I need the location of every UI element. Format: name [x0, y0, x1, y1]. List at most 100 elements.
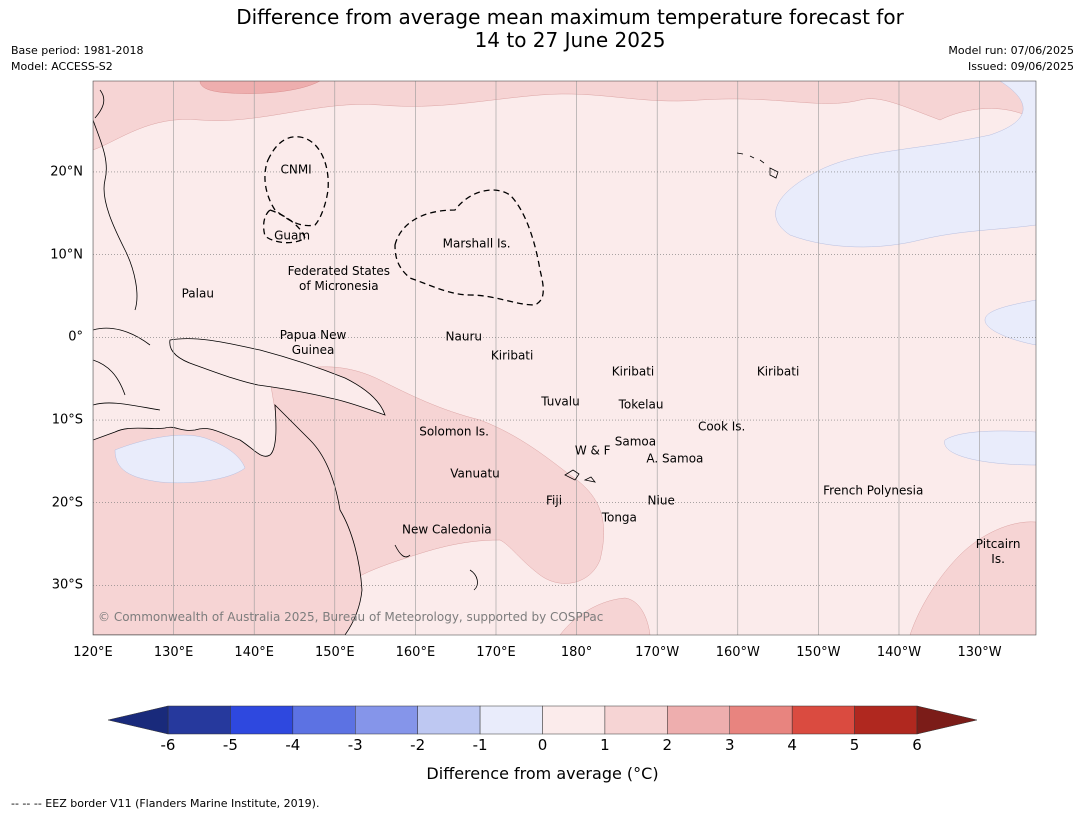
region-label: Tuvalu: [541, 394, 580, 409]
colorbar: [107, 705, 978, 735]
eez-marshall: [394, 189, 544, 306]
copyright-notice: © Commonwealth of Australia 2025, Bureau…: [98, 610, 604, 624]
region-label: New Caledonia: [401, 522, 492, 537]
region-label: Tonga: [601, 510, 637, 525]
latitude-label: 30°S: [51, 577, 83, 593]
region-label: Pitcairn Is.: [975, 537, 1021, 567]
colorbar-tick-label: -5: [222, 736, 238, 754]
title-line-2: 14 to 27 June 2025: [474, 28, 666, 52]
meta-left: Base period: 1981-2018 Model: ACCESS-S2: [11, 43, 143, 75]
longitude-label: 160°W: [715, 645, 760, 660]
colorbar-segment: [292, 705, 356, 735]
map-title: Difference from average mean maximum tem…: [0, 6, 1085, 52]
colorbar-segment: [729, 705, 793, 735]
latitude-label: 20°N: [50, 164, 83, 180]
base-period: Base period: 1981-2018: [11, 44, 144, 57]
colorbar-segment: [230, 705, 294, 735]
colorbar-low-extend: [107, 705, 169, 735]
region-label: Kiribati: [756, 364, 800, 379]
anomaly-zone-northeast-cool: [775, 81, 1036, 248]
region-label: Nauru: [445, 329, 482, 344]
map-area: [93, 81, 1036, 635]
colorbar-title: Difference from average (°C): [426, 764, 659, 783]
longitude-label: 140°E: [234, 645, 274, 660]
colorbar-segment: [417, 705, 481, 735]
region-label: Vanuatu: [450, 466, 500, 481]
longitude-label: 150°E: [315, 645, 355, 660]
region-label: Samoa: [614, 434, 657, 449]
longitude-label: 140°W: [876, 645, 922, 660]
region-label: Kiribati: [490, 348, 534, 363]
anomaly-zone-east-cool: [984, 299, 1036, 346]
anomaly-zone-top-left: [199, 81, 321, 94]
colorbar-tick-label: 2: [662, 736, 673, 754]
colorbar-segment: [355, 705, 418, 735]
graticule: [93, 81, 1036, 635]
colorbar-tick-label: -3: [347, 736, 363, 754]
colorbar-segment: [479, 705, 543, 735]
land-maritime-se-asia: [93, 89, 161, 411]
longitude-label: 130°W: [957, 645, 1002, 660]
region-label: Marshall Is.: [442, 236, 511, 251]
anomaly-zone-southeast-cool: [944, 430, 1036, 466]
region-label: Fiji: [546, 493, 563, 508]
longitude-label: 130°E: [153, 645, 194, 660]
longitude-label: 150°W: [796, 645, 841, 660]
latitude-label: 10°S: [51, 412, 83, 428]
eez-borders: [263, 136, 544, 306]
longitude-label: 170°E: [476, 645, 516, 660]
longitude-label: 120°E: [73, 645, 113, 660]
colorbar-tick-label: -1: [472, 736, 488, 754]
eez-guam: [263, 209, 306, 244]
region-label: Papua New Guinea: [279, 328, 347, 358]
colorbar-tick-label: -2: [410, 736, 426, 754]
region-label: W & F: [574, 443, 611, 458]
region-label: French Polynesia: [823, 483, 924, 498]
longitude-label: 160°E: [395, 645, 436, 660]
region-label: Kiribati: [611, 364, 655, 379]
map-frame: [92, 80, 1037, 636]
eez-cnmi: [264, 136, 329, 227]
colorbar-tick-label: 5: [849, 736, 860, 754]
region-label: Guam: [274, 228, 311, 243]
land-hawaii: [736, 152, 779, 179]
region-label: Solomon Is.: [419, 424, 489, 439]
anomaly-zone-south: [559, 597, 651, 635]
anomaly-zone-southeast: [909, 521, 1036, 635]
longitude-label: 180°: [560, 645, 593, 660]
colorbar-tick-label: 0: [537, 736, 548, 754]
region-label: Cook Is.: [697, 419, 746, 434]
region-label: Tokelau: [618, 397, 664, 412]
region-label: Federated States of Micronesia: [287, 264, 391, 294]
latitude-label: 20°S: [51, 495, 83, 511]
colorbar-segment: [854, 705, 918, 735]
anomaly-zone-gulf: [114, 434, 246, 484]
colorbar-high-extend: [916, 705, 978, 735]
colorbar-tick-label: 4: [787, 736, 797, 754]
model-run: Model run: 07/06/2025: [948, 44, 1074, 57]
colorbar-tick-label: 6: [912, 736, 922, 754]
region-label: Niue: [647, 493, 675, 508]
colorbar-tick-label: 3: [724, 736, 735, 754]
island-markers: [564, 152, 779, 483]
eez-footnote: -- -- -- EEZ border V11 (Flanders Marine…: [11, 797, 320, 810]
latitude-label: 10°N: [50, 247, 83, 263]
land-new-guinea: [169, 338, 386, 416]
latitude-label: 0°: [68, 329, 83, 345]
issued-date: Issued: 09/06/2025: [967, 60, 1074, 73]
anomaly-zone-north: [93, 81, 1036, 151]
colorbar-tick-label: -6: [160, 736, 176, 754]
colorbar-segment: [542, 705, 606, 735]
colorbar-tick-label: -4: [285, 736, 301, 754]
model-name: Model: ACCESS-S2: [11, 60, 113, 73]
land-fiji: [564, 469, 596, 483]
meta-right: Model run: 07/06/2025 Issued: 09/06/2025: [948, 43, 1074, 75]
colorbar-segment: [667, 705, 730, 735]
region-label: A. Samoa: [646, 451, 704, 466]
colorbar-tick-label: 1: [600, 736, 610, 754]
colorbar-segment: [604, 705, 668, 735]
colorbar-segment: [791, 705, 855, 735]
colorbar-segment: [167, 705, 231, 735]
longitude-label: 170°W: [635, 645, 680, 660]
